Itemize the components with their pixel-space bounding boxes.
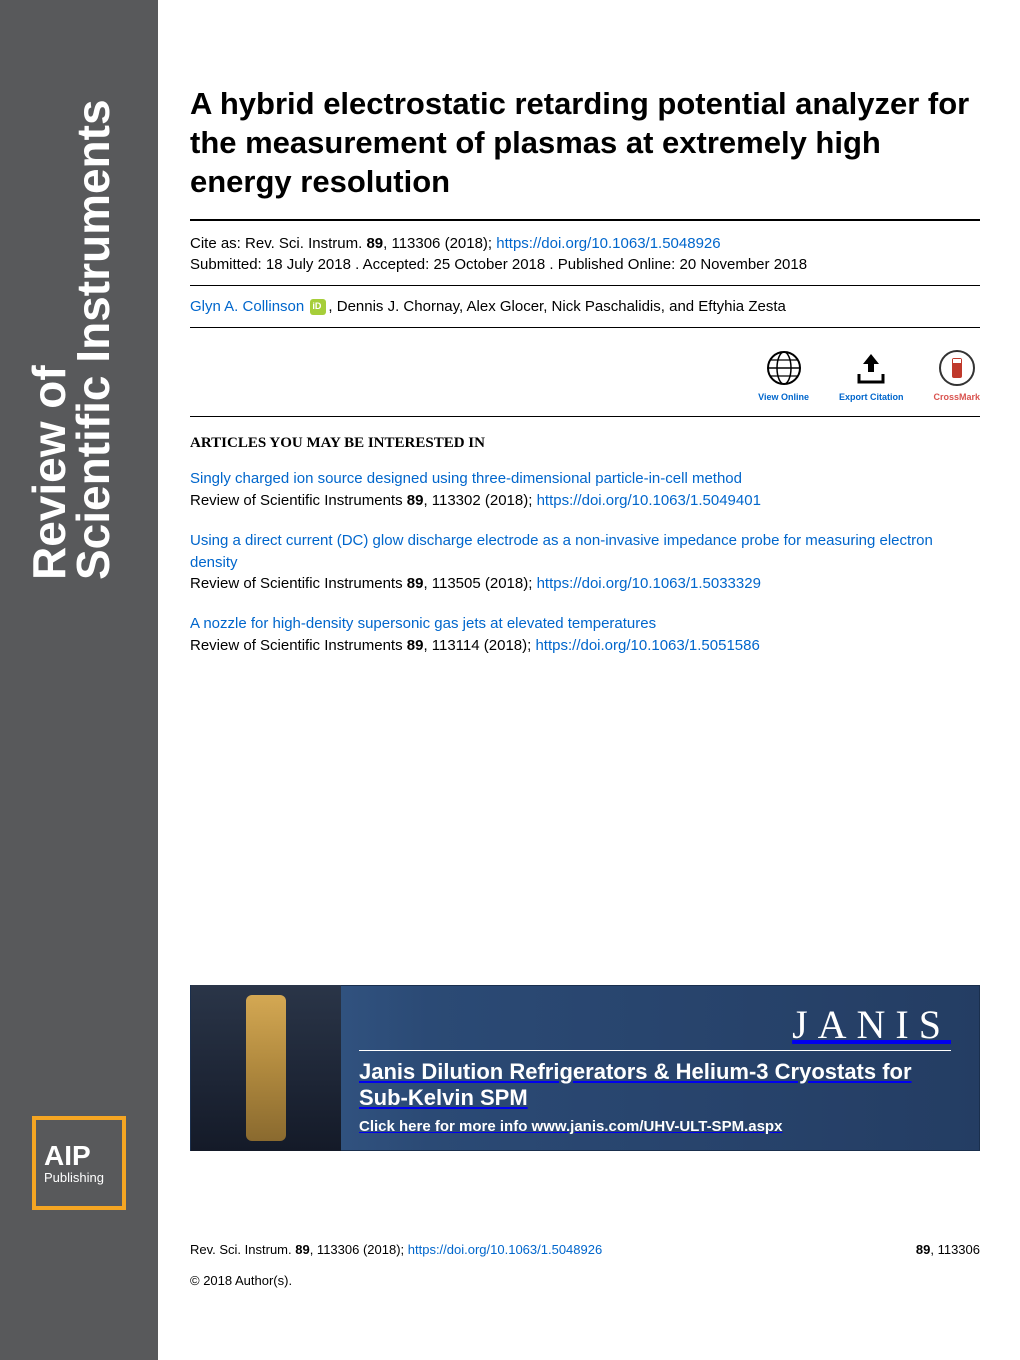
main-content: A hybrid electrostatic retarding potenti…: [190, 85, 980, 675]
view-online-label: View Online: [758, 392, 809, 402]
action-row: View Online Export Citation CrossMark: [190, 340, 980, 404]
logo-text-top: AIP: [44, 1142, 91, 1170]
cite-prefix: Cite as: Rev. Sci. Instrum.: [190, 235, 366, 252]
ad-banner[interactable]: JANIS Janis Dilution Refrigerators & Hel…: [190, 985, 980, 1151]
author-rest: , Dennis J. Chornay, Alex Glocer, Nick P…: [328, 298, 785, 315]
footer-citation: Rev. Sci. Instrum. 89, 113306 (2018); ht…: [190, 1242, 980, 1257]
author-link[interactable]: Glyn A. Collinson: [190, 298, 304, 315]
crossmark-label: CrossMark: [933, 392, 980, 402]
crossmark-button[interactable]: CrossMark: [933, 348, 980, 402]
ad-headline: Janis Dilution Refrigerators & Helium-3 …: [359, 1059, 951, 1110]
divider: [190, 219, 980, 221]
divider: [190, 327, 980, 328]
related-cite: Review of Scientific Instruments 89, 113…: [190, 492, 761, 509]
ad-brand: JANIS: [359, 1001, 951, 1051]
view-online-button[interactable]: View Online: [758, 348, 809, 402]
related-doi-link[interactable]: https://doi.org/10.1063/1.5033329: [537, 575, 761, 592]
authors: Glyn A. Collinson , Dennis J. Chornay, A…: [190, 298, 980, 315]
journal-name: Review of Scientific Instruments: [28, 99, 115, 580]
related-title-link[interactable]: A nozzle for high-density supersonic gas…: [190, 615, 656, 632]
citation-line: Cite as: Rev. Sci. Instrum. 89, 113306 (…: [190, 233, 980, 254]
related-article: A nozzle for high-density supersonic gas…: [190, 613, 980, 657]
copyright: © 2018 Author(s).: [190, 1273, 980, 1288]
footer: Rev. Sci. Instrum. 89, 113306 (2018); ht…: [190, 1242, 980, 1288]
related-cite: Review of Scientific Instruments 89, 113…: [190, 637, 760, 654]
publisher-logo: AIP Publishing: [32, 1116, 126, 1210]
publication-dates: Submitted: 18 July 2018 . Accepted: 25 O…: [190, 256, 980, 273]
globe-icon: [764, 348, 804, 388]
related-article: Singly charged ion source designed using…: [190, 468, 980, 512]
article-title: A hybrid electrostatic retarding potenti…: [190, 85, 980, 201]
footer-right: 89, 113306: [916, 1242, 980, 1257]
ad-image: [191, 985, 341, 1151]
divider: [190, 416, 980, 417]
related-title-link[interactable]: Using a direct current (DC) glow dischar…: [190, 532, 933, 571]
orcid-icon[interactable]: [310, 299, 326, 315]
cite-rest: , 113306 (2018);: [383, 235, 496, 252]
related-article: Using a direct current (DC) glow dischar…: [190, 530, 980, 595]
journal-line2: Scientific Instruments: [72, 99, 116, 580]
doi-link[interactable]: https://doi.org/10.1063/1.5048926: [496, 235, 720, 252]
cite-volume: 89: [366, 235, 383, 252]
related-doi-link[interactable]: https://doi.org/10.1063/1.5051586: [535, 637, 759, 654]
export-citation-button[interactable]: Export Citation: [839, 348, 904, 402]
related-cite: Review of Scientific Instruments 89, 113…: [190, 575, 761, 592]
divider: [190, 285, 980, 286]
sidebar: Review of Scientific Instruments AIP Pub…: [0, 0, 158, 1360]
footer-left: Rev. Sci. Instrum. 89, 113306 (2018); ht…: [190, 1242, 602, 1257]
ad-text: JANIS Janis Dilution Refrigerators & Hel…: [341, 1001, 979, 1135]
related-title-link[interactable]: Singly charged ion source designed using…: [190, 470, 742, 487]
ad-cta: Click here for more info www.janis.com/U…: [359, 1118, 951, 1135]
related-heading: ARTICLES YOU MAY BE INTERESTED IN: [190, 435, 980, 452]
footer-doi-link[interactable]: https://doi.org/10.1063/1.5048926: [408, 1242, 602, 1257]
export-icon: [851, 348, 891, 388]
related-doi-link[interactable]: https://doi.org/10.1063/1.5049401: [537, 492, 761, 509]
journal-line1: Review of: [28, 99, 72, 580]
export-label: Export Citation: [839, 392, 904, 402]
crossmark-icon: [937, 348, 977, 388]
logo-text-bottom: Publishing: [44, 1170, 104, 1185]
